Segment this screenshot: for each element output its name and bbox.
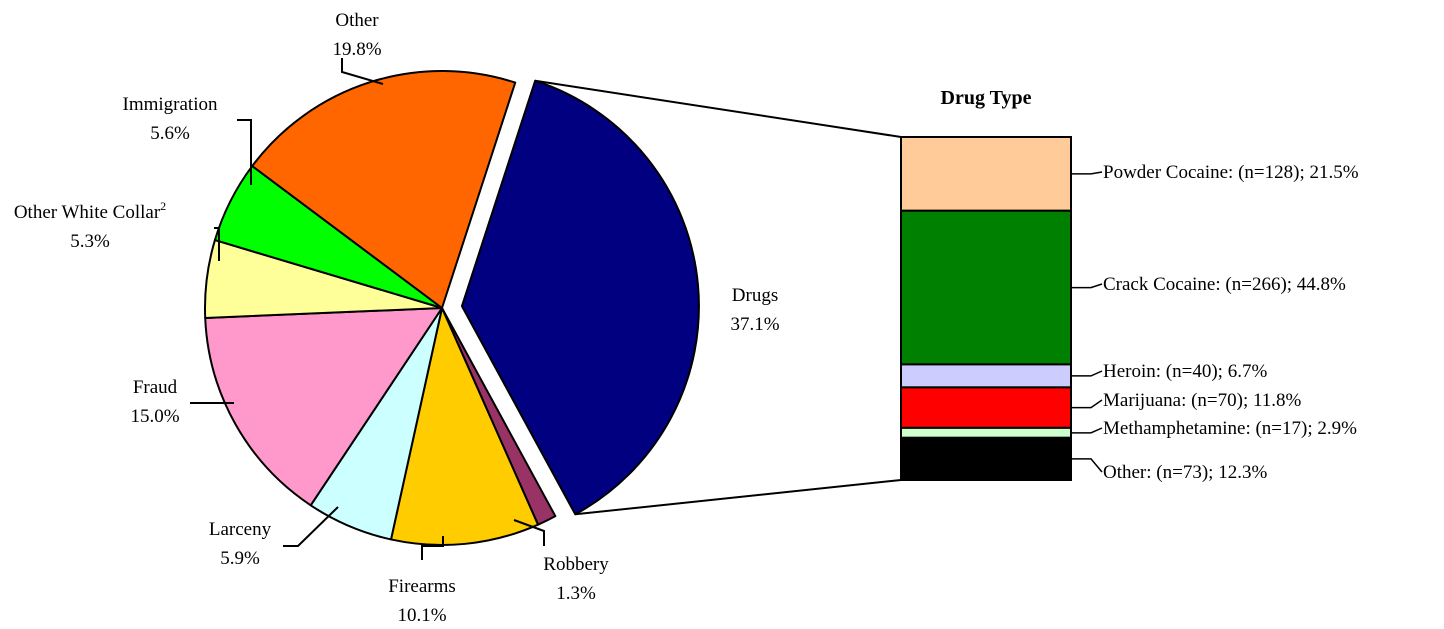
bar-label-methamphetamine: Methamphetamine: (n=17); 2.9% (1103, 418, 1357, 439)
bar-segment-marijuana (900, 386, 1072, 429)
slice-value-firearms: 10.1% (397, 605, 446, 626)
pie-slice-fraud (204, 307, 443, 507)
slice-value-larceny: 5.9% (220, 548, 260, 569)
slice-value-drugs: 37.1% (730, 314, 779, 335)
drug-type-stacked-bar: Drug Type Powder Cocaine: (n=128); 21.5%… (900, 87, 1359, 483)
connector-line-top (535, 79, 902, 138)
bar-segment-powder-cocaine (900, 136, 1072, 212)
bar-leader-methamphetamine (1071, 427, 1103, 434)
leader-line-firearms (421, 536, 444, 560)
slice-value-robbery: 1.3% (556, 583, 596, 604)
footnote-marker: 2 (160, 199, 166, 213)
slice-value-fraud: 15.0% (130, 406, 179, 427)
slice-label-firearms: Firearms (388, 576, 456, 597)
slice-label-other: Other (335, 10, 379, 31)
leader-line-immigration (237, 119, 252, 185)
slice-label-drugs: Drugs (732, 285, 778, 306)
bar-segment-crack-cocaine (900, 209, 1072, 366)
drug-type-title: Drug Type (941, 87, 1032, 109)
leader-line-larceny (283, 506, 339, 547)
slice-label-other-white-collar: Other White Collar2 (14, 199, 166, 223)
bar-leader-marijuana (1071, 399, 1103, 409)
slice-label-fraud: Fraud (133, 377, 178, 398)
bar-segment-other (900, 436, 1072, 482)
slice-value-other: 19.8% (332, 39, 381, 60)
bar-leader-other (1071, 458, 1103, 473)
offense-pie-chart: Drugs 37.1% Robbery 1.3% Firearms 10.1% Larcen… (14, 10, 780, 626)
bar-segment-heroin (900, 363, 1072, 389)
pie-to-bar-connectors (535, 79, 902, 516)
leader-line-other-white-collar (214, 227, 220, 261)
bar-leader-heroin (1071, 370, 1103, 377)
bar-label-powder-cocaine: Powder Cocaine: (n=128); 21.5% (1103, 162, 1359, 183)
slice-value-other-white-collar: 5.3% (70, 231, 110, 252)
connector-line-bottom (575, 479, 902, 516)
bar-leader-crack-cocaine (1071, 283, 1103, 289)
slice-label-larceny: Larceny (209, 519, 272, 540)
leader-line-other (341, 58, 384, 85)
bar-label-other: Other: (n=73); 12.3% (1103, 462, 1267, 483)
slice-label-robbery: Robbery (543, 554, 609, 575)
pie-slice-firearms (390, 307, 540, 546)
bar-segment-methamphetamine (900, 426, 1072, 439)
pie-slice-drugs (460, 79, 700, 516)
bar-label-heroin: Heroin: (n=40); 6.7% (1103, 361, 1267, 382)
pie-slice-other (251, 70, 517, 309)
slice-label-immigration: Immigration (123, 94, 218, 115)
bar-label-marijuana: Marijuana: (n=70); 11.8% (1103, 390, 1302, 411)
bar-leader-powder-cocaine (1071, 171, 1103, 175)
slice-value-immigration: 5.6% (150, 123, 190, 144)
bar-label-crack-cocaine: Crack Cocaine: (n=266); 44.8% (1103, 274, 1346, 295)
leader-line-robbery (513, 519, 545, 546)
